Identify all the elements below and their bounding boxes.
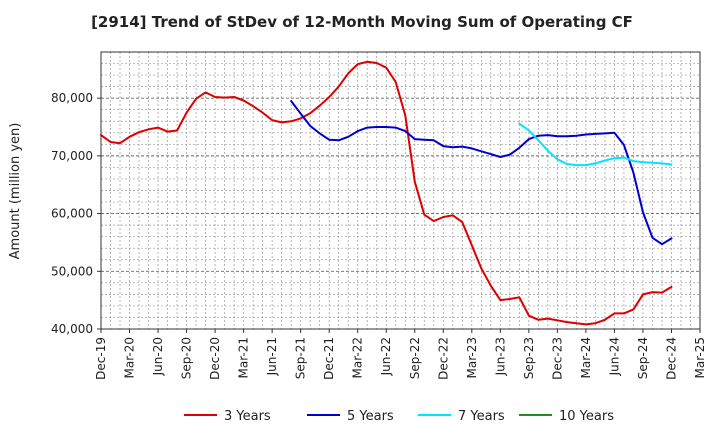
legend-label: 5 Years [347, 409, 394, 424]
x-tick-label: Dec-23 [550, 337, 564, 380]
y-axis: 40,000 50,000 60,000 70,000 80,000 [51, 91, 101, 336]
x-tick-label: Sep-21 [294, 337, 308, 379]
legend-item: 7 Years [418, 409, 505, 424]
x-tick-label: Jun-21 [265, 337, 279, 376]
x-tick-label: Dec-20 [208, 337, 222, 380]
plot-area [100, 51, 701, 330]
legend-label: 10 Years [559, 409, 614, 424]
x-tick-label: Mar-24 [579, 337, 593, 378]
grid [101, 52, 700, 329]
x-tick-label: Dec-19 [94, 337, 108, 380]
x-tick-label: Jun-23 [493, 337, 507, 376]
series-line-5-years [290, 100, 673, 246]
x-tick-label: Jun-22 [379, 337, 393, 376]
x-tick-label: Jun-20 [151, 337, 165, 376]
x-tick-label: Mar-21 [237, 337, 251, 378]
x-tick-label: Sep-22 [408, 337, 422, 379]
y-axis-label: Amount (million yen) [8, 123, 23, 260]
x-tick-label: Jun-24 [607, 337, 621, 376]
chart-title: [2914] Trend of StDev of 12-Month Moving… [91, 13, 633, 31]
y-tick-label: 50,000 [51, 264, 93, 278]
x-tick-label: Dec-22 [436, 337, 450, 380]
y-tick-label: 80,000 [51, 91, 93, 105]
x-tick-label: Dec-24 [664, 337, 678, 380]
series-line-7-years [518, 122, 673, 167]
y-tick-label: 40,000 [51, 322, 93, 336]
series-line-3-years [100, 60, 673, 326]
x-tick-label: Mar-25 [693, 337, 707, 378]
series-lines [100, 60, 673, 326]
x-tick-label: Mar-23 [465, 337, 479, 378]
legend-item: 5 Years [307, 409, 394, 424]
x-tick-label: Mar-20 [123, 337, 137, 378]
legend-label: 7 Years [458, 409, 505, 424]
legend-label: 3 Years [224, 409, 271, 424]
y-tick-label: 60,000 [51, 207, 93, 221]
x-tick-label: Dec-21 [322, 337, 336, 380]
legend: 3 Years 5 Years 7 Years 10 Years [184, 409, 614, 424]
x-tick-label: Sep-23 [522, 337, 536, 379]
legend-item: 10 Years [519, 409, 614, 424]
x-tick-label: Mar-22 [351, 337, 365, 378]
x-tick-label: Sep-20 [180, 337, 194, 379]
y-tick-label: 70,000 [51, 149, 93, 163]
x-tick-label: Sep-24 [636, 337, 650, 379]
x-axis: Dec-19 Mar-20 Jun-20 Sep-20 Dec-20 Mar-21 Jun-… [94, 329, 707, 380]
legend-item: 3 Years [184, 409, 271, 424]
